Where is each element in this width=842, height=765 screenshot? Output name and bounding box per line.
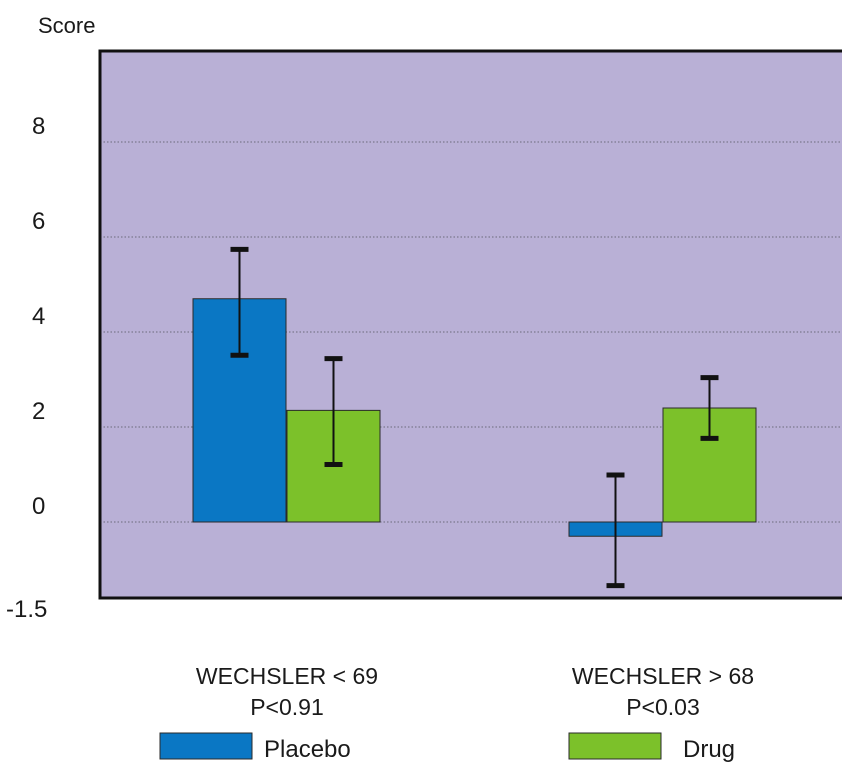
error-bars: [230, 246, 719, 589]
category-sublabel: P<0.03: [626, 694, 700, 720]
y-tick-label: 6: [32, 208, 45, 235]
legend-label-drug: Drug: [683, 736, 735, 763]
legend-label-placebo: Placebo: [264, 736, 351, 763]
y-tick-labels: 8 6 4 2 0 -1.5: [6, 113, 47, 623]
axis-lines: [98, 49, 842, 600]
y-tick-label: 2: [32, 398, 45, 425]
category-label: WECHSLER > 68: [572, 663, 754, 689]
legend-swatch-drug: [568, 732, 662, 760]
bars: [192, 298, 757, 537]
y-tick-label: -1.5: [6, 596, 47, 623]
legend: Placebo Drug: [159, 732, 735, 763]
y-tick-label: 4: [32, 303, 45, 330]
category-labels: WECHSLER < 69 P<0.91 WECHSLER > 68 P<0.03: [196, 663, 754, 720]
error-bar: [230, 246, 249, 358]
error-bar: [606, 472, 625, 589]
category-label: WECHSLER < 69: [196, 663, 378, 689]
y-axis-label: Score: [38, 13, 95, 38]
y-tick-label: 0: [32, 493, 45, 520]
error-bar: [700, 375, 719, 441]
error-bar: [324, 356, 343, 467]
y-tick-label: 8: [32, 113, 45, 140]
category-sublabel: P<0.91: [250, 694, 324, 720]
legend-swatch-placebo: [159, 732, 253, 760]
